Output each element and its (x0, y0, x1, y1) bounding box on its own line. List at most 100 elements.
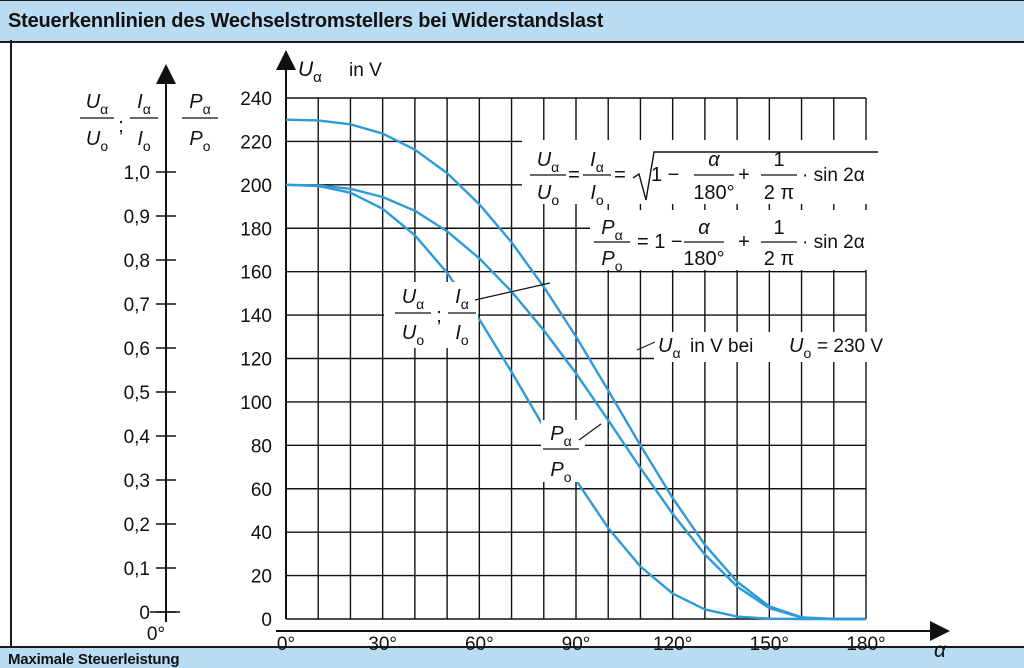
title-band: Steuerkennlinien des Wechselstromsteller… (0, 0, 1024, 43)
x-tick-label: 150° (750, 634, 789, 655)
formula-p-frac2-den: 2 π (764, 248, 794, 270)
label-p-frac: Pα Po (543, 423, 579, 485)
y-tick-label: 100 (240, 393, 272, 414)
y-tick-label: 80 (251, 436, 272, 457)
formula-u-eq: = (568, 164, 580, 186)
formula-u-tail: · sin 2α (802, 165, 865, 186)
chart-title: Steuerkennlinien des Wechselstromsteller… (8, 10, 604, 32)
y-tick-label: 40 (251, 523, 272, 544)
label-ratio-i: Iα Io (448, 286, 476, 348)
label-p-bg (541, 420, 585, 482)
formula-p-bg (590, 210, 876, 270)
ratio-header-p-den: Po (189, 128, 210, 154)
formula-u-lhs1-num: Uα (537, 149, 560, 175)
formula-p-eq: = 1 − (637, 231, 683, 253)
label-ratio-i-num: Iα (455, 286, 469, 312)
ratio-header-i: Iα Io (130, 91, 158, 154)
label-ratio: Uα Uo; Iα Io (384, 282, 551, 348)
ratio-tick-label: 0 (139, 603, 150, 624)
y-tick-label: 20 (251, 567, 272, 588)
y-tick-label: 180 (240, 219, 272, 240)
left-frame-rule (10, 40, 12, 646)
y-tick-label: 60 (251, 480, 272, 501)
x-tick-label: 60° (465, 634, 494, 655)
label-ratio-u: Uα Uo (395, 286, 431, 348)
ratio-tick-label: 0,4 (124, 427, 151, 448)
label-u-volt-leader (636, 341, 656, 351)
tick-labels: 0° 30° 60° 90° 120° 150° 180° α 0 20 40 60 80 100 120 1… (80, 58, 947, 662)
series-line-U_alpha_V (285, 118, 867, 621)
y-axis-voltage-label: Uα in V (298, 58, 382, 86)
x-tick-label: 180° (846, 634, 885, 655)
formula-u-lhs1: Uα Uo (530, 149, 566, 208)
label-u-volt-sym2: Uo (789, 335, 811, 361)
formula-u-plus: + (738, 164, 750, 186)
label-ratio-bg (384, 282, 478, 348)
ratio-header-p-num: Pα (189, 91, 210, 117)
formula-u-sqrt (632, 151, 878, 201)
formula-p-plus: + (738, 231, 750, 253)
y-tick-label: 140 (240, 306, 272, 327)
formula-u-lhs2-num: Iα (590, 149, 604, 175)
ratio-tick-label: 0,5 (124, 383, 150, 404)
formula-u-eq2: = (614, 164, 626, 186)
series-line-U_ratio (285, 183, 866, 621)
ratio-tick-label: 0,2 (124, 515, 150, 536)
ratio-tick-label: 0,7 (124, 295, 150, 316)
y-axis-label-symbol: Uα (298, 58, 322, 86)
formula-u-frac2-num: 1 (773, 149, 784, 171)
ratio-tick-label: 1,0 (124, 163, 150, 184)
ratio-axis-zero-label: 0° (147, 624, 165, 645)
label-u-volt-sym: Uα (658, 335, 681, 361)
ratio-tick-label: 0,3 (124, 471, 150, 492)
ratio-tick-label: 0,6 (124, 339, 150, 360)
formula-p-frac2: 12 π (761, 217, 797, 270)
y-axis-label-unit: in V (349, 60, 382, 81)
ratio-header-i-den: Io (137, 128, 151, 154)
y-tick-label: 240 (240, 89, 272, 110)
formula-u-lhs2: Iα Io (583, 149, 611, 208)
label-u-volt-text: in V bei (690, 336, 753, 357)
next-section-title: Maximale Steuerleistung (8, 651, 180, 668)
ratio-tick-label: 0,9 (124, 207, 150, 228)
x-tick-label: 30° (368, 634, 397, 655)
formula-u-frac1: α 180° (693, 149, 734, 204)
label-p-leader (578, 423, 602, 441)
formula-p-frac1: α 180° (683, 217, 724, 270)
y-tick-label: 200 (240, 176, 272, 197)
ratio-header-i-num: Iα (137, 91, 151, 117)
ratio-header-p: Pα Po (182, 91, 218, 154)
ratio-header-u: Uα Uo (80, 91, 114, 154)
formula-p-frac1-den: 180° (683, 248, 724, 270)
formula-u-frac2: 1 2 π (761, 149, 797, 204)
formula-p-frac1-num: α (698, 217, 710, 239)
formula-p-lhs-num: Pα (601, 217, 622, 243)
y-tick-label: 120 (240, 350, 272, 371)
x-tick-label: 0° (277, 634, 295, 655)
next-section-band: Maximale Steuerleistung (0, 646, 1024, 668)
label-ratio-leader (474, 282, 551, 301)
axes (150, 50, 950, 641)
ratio-tick-label: 0,1 (124, 559, 150, 580)
ratio-tick-label: 0,8 (124, 251, 150, 272)
formula-u-lhs1-den: Uo (537, 182, 559, 208)
label-ratio-sep: ; (436, 305, 442, 327)
formula-p-lhs-den: Po (601, 248, 622, 274)
y-tick-label: 0 (261, 610, 272, 631)
ratio-header-u-den: Uo (86, 128, 108, 154)
formula-p-frac2-num: 1 (773, 217, 784, 239)
label-ratio-u-num: Uα (402, 286, 425, 312)
formula-p-tail: · sin 2α (802, 232, 865, 253)
formula-u: Uα Uo = Iα Io = 1 − α 180°+1 2 π · sin 2α (522, 140, 878, 208)
x-tick-label: 120° (653, 634, 692, 655)
formula-u-bg (522, 140, 876, 204)
formula-u-frac1-num: α (708, 149, 720, 171)
label-p-frac-num: Pα (550, 423, 571, 449)
label-p: Pα Po (541, 420, 602, 485)
y-tick-label: 220 (240, 132, 272, 153)
label-p-frac-den: Po (550, 459, 571, 485)
